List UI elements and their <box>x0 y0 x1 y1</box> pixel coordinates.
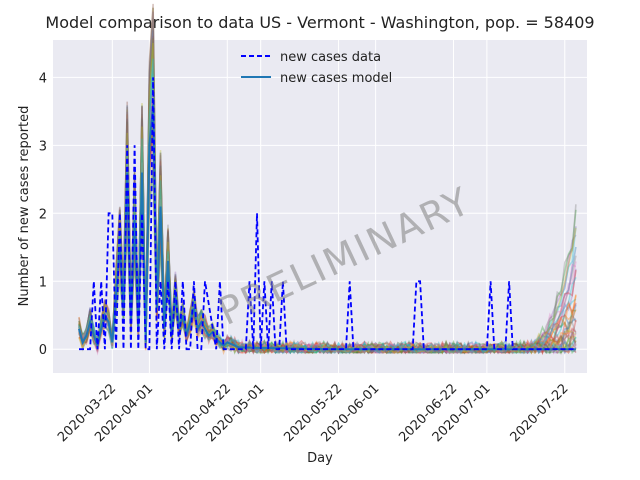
y-tick-label: 0 <box>39 343 47 358</box>
y-axis-label: Number of new cases reported <box>17 106 32 307</box>
new-cases-data-line <box>79 77 576 351</box>
legend: new cases data new cases model <box>241 50 392 86</box>
series-layer <box>78 77 576 351</box>
y-tick-label: 4 <box>39 71 47 86</box>
y-axis-ticks: 0 1 2 3 4 <box>39 71 47 358</box>
model-run-line <box>78 7 577 355</box>
model-run-line <box>78 3 577 355</box>
x-tick-label: 2020-07-22 <box>508 381 572 445</box>
x-axis-label: Day <box>307 451 333 466</box>
model-run-line <box>78 36 577 355</box>
new-cases-model-line <box>78 104 576 351</box>
legend-data-label: new cases data <box>280 50 381 65</box>
y-tick-label: 1 <box>39 275 47 290</box>
y-tick-label: 2 <box>39 207 47 222</box>
model-run-line <box>78 17 576 355</box>
y-tick-label: 3 <box>39 139 47 154</box>
chart-title: Model comparison to data US - Vermont - … <box>45 13 594 32</box>
legend-model-label: new cases model <box>280 71 392 86</box>
